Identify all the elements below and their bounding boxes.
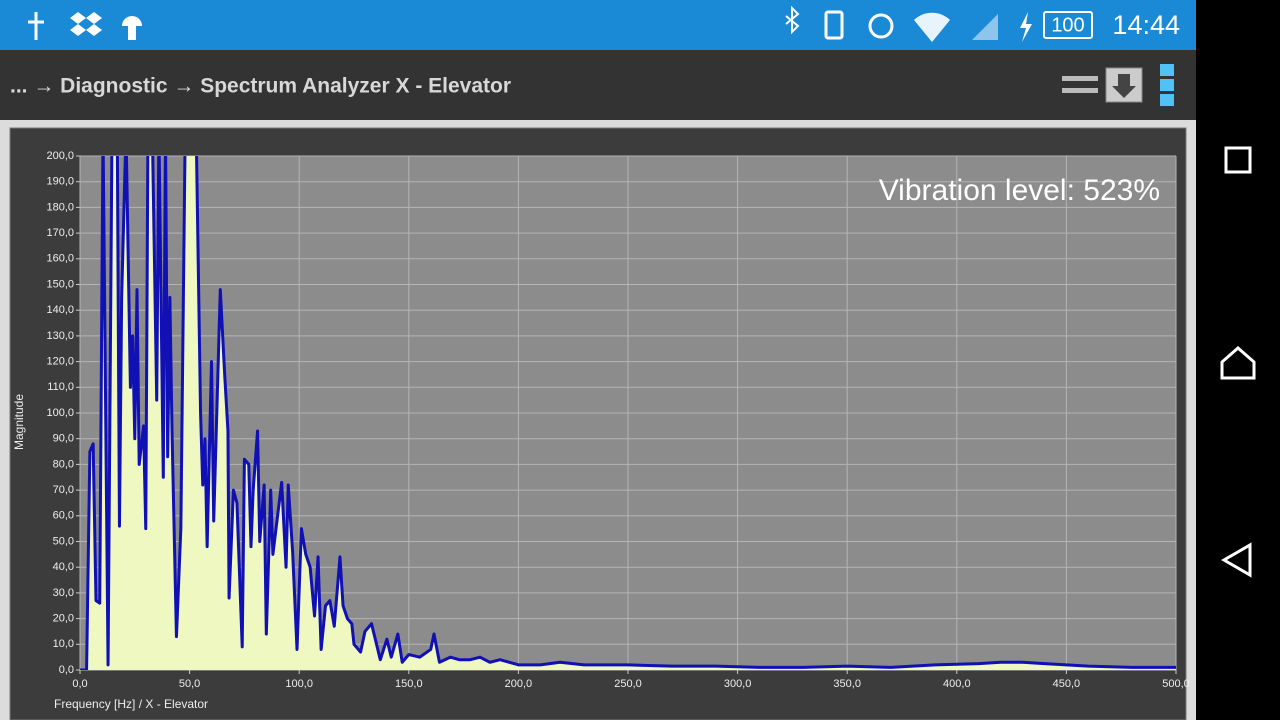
y-tick-label: 20,0 <box>53 613 74 625</box>
breadcrumb[interactable]: ... → Diagnostic → Spectrum Analyzer X -… <box>10 75 511 98</box>
y-tick-label: 140,0 <box>46 304 74 316</box>
y-tick-label: 200,0 <box>46 150 74 162</box>
x-tick-label: 150,0 <box>395 678 423 690</box>
plot: 0,0 10,0 20,0 30,0 40,0 50,0 60,0 70,0 80,0 90,0 1… <box>46 150 1190 690</box>
y-tick-label: 180,0 <box>46 201 74 213</box>
y-tick-label: 70,0 <box>53 484 74 496</box>
y-tick-label: 80,0 <box>53 458 74 470</box>
y-tick-label: 120,0 <box>46 356 74 368</box>
x-tick-label: 50,0 <box>179 678 200 690</box>
x-tick-label: 500,0 <box>1162 678 1190 690</box>
recents-button[interactable] <box>1224 146 1252 174</box>
line <box>80 156 1176 670</box>
x-tick-label: 450,0 <box>1053 678 1081 690</box>
area <box>80 156 1176 670</box>
y-tick-label: 60,0 <box>53 510 74 522</box>
nav-bar <box>1196 0 1280 720</box>
x-tick-label: 300,0 <box>724 678 752 690</box>
x-tick-label: 100,0 <box>285 678 313 690</box>
y-tick-label: 90,0 <box>53 433 74 445</box>
y-axis-label: Magnitude <box>12 394 26 450</box>
back-button[interactable] <box>1220 542 1252 578</box>
y-tick-label: 130,0 <box>46 330 74 342</box>
y-tick-label: 0,0 <box>59 664 74 676</box>
x-tick-label: 0,0 <box>72 678 87 690</box>
battery-level: 100 <box>1051 14 1084 36</box>
toolbar <box>0 50 1196 120</box>
y-tick-label: 30,0 <box>53 587 74 599</box>
clock: 14:44 <box>1112 10 1180 40</box>
x-tick-label: 400,0 <box>943 678 971 690</box>
menu-button[interactable] <box>1062 76 1098 93</box>
download-button[interactable] <box>1105 67 1143 103</box>
y-tick-label: 190,0 <box>46 176 74 188</box>
x-axis-label: Frequency [Hz] / X - Elevator <box>54 697 208 711</box>
status-icons <box>28 5 1093 42</box>
y-tick-label: 150,0 <box>46 278 74 290</box>
y-tick-label: 40,0 <box>53 561 74 573</box>
x-tick-label: 350,0 <box>833 678 861 690</box>
series-group <box>80 156 1176 670</box>
y-tick-label: 100,0 <box>46 407 74 419</box>
y-tick-label: 50,0 <box>53 535 74 547</box>
y-tick-label: 160,0 <box>46 253 74 265</box>
status-bar <box>0 0 1196 50</box>
y-tick-label: 110,0 <box>47 381 74 393</box>
x-tick-label: 200,0 <box>505 678 533 690</box>
overflow-button[interactable] <box>1160 64 1174 106</box>
home-button[interactable] <box>1220 346 1256 380</box>
x-tick-label: 250,0 <box>614 678 642 690</box>
annotation: Vibration level: 523% <box>879 174 1160 207</box>
y-tick-label: 10,0 <box>53 638 74 650</box>
y-tick-label: 170,0 <box>46 227 74 239</box>
